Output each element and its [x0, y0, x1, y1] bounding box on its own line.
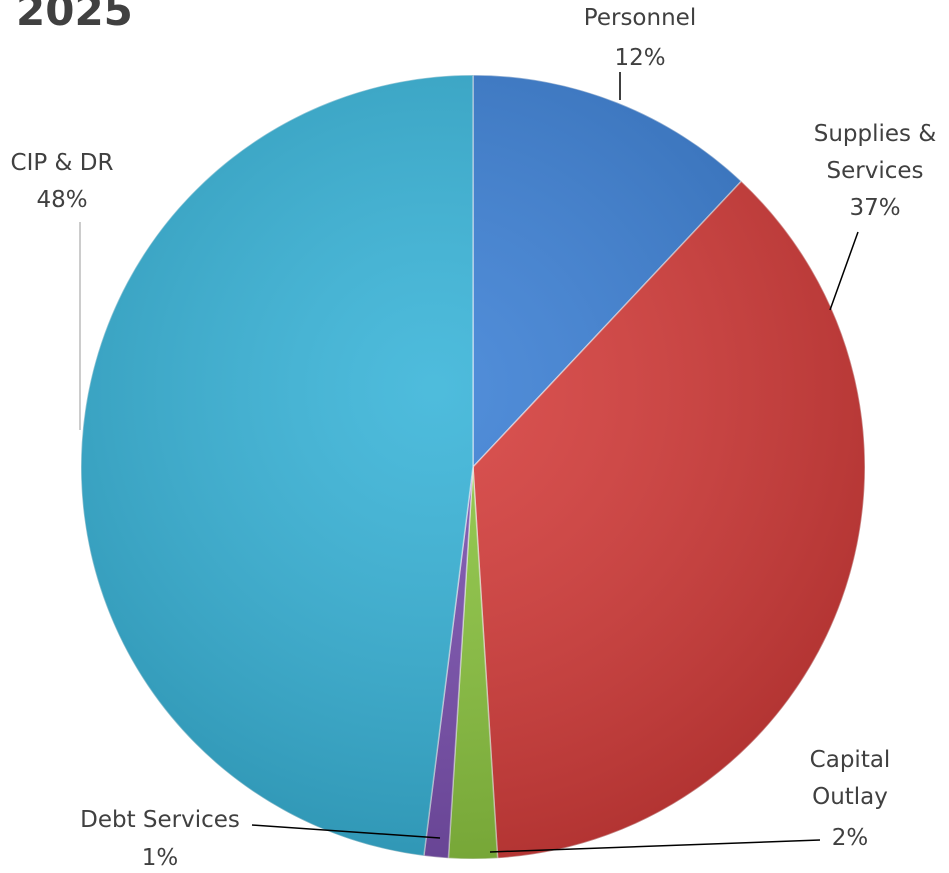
value-label: 1%	[141, 845, 179, 871]
slice-label: CIP & DR	[10, 150, 114, 176]
slice-label: Supplies & Services	[813, 121, 937, 184]
value-label: 12%	[614, 45, 666, 71]
value-label: 37%	[849, 195, 901, 221]
leader-line	[829, 231, 859, 311]
pie-slice	[80, 74, 474, 857]
value-label: 2%	[831, 825, 869, 851]
chart-title: 2025	[16, 0, 133, 35]
leader-line	[251, 824, 441, 839]
slice-label: Personnel	[583, 5, 697, 31]
leader-line	[489, 839, 821, 853]
value-label: 48%	[36, 187, 88, 213]
slice-label: Capital Outlay	[809, 747, 891, 810]
slice-label: Debt Services	[80, 807, 240, 833]
